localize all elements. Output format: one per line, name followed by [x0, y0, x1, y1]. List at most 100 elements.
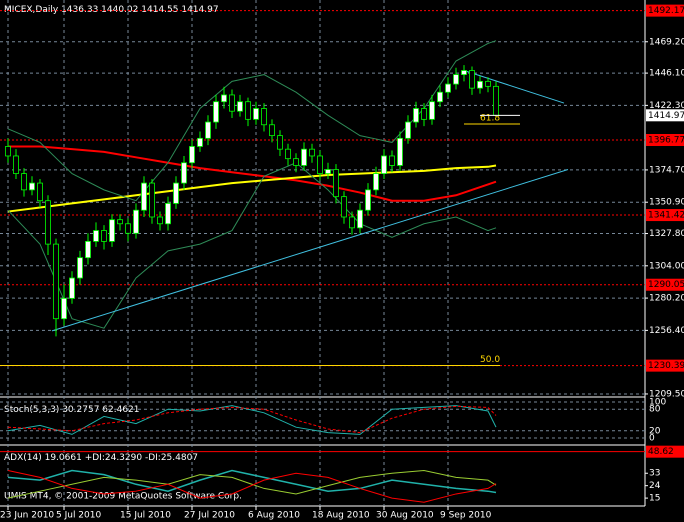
candle-body [365, 189, 371, 211]
y-tick-label: 1422.30 [649, 101, 684, 111]
y-tick-label: 1280.20 [649, 294, 684, 304]
x-tick-label: 30 Aug 2010 [376, 511, 434, 521]
candle-body [37, 182, 43, 202]
level-label-bg [646, 133, 684, 146]
candle-body [477, 80, 483, 89]
level-label: 1230.39 [648, 361, 684, 371]
candle-body [445, 83, 451, 93]
trend-line [463, 70, 565, 104]
level-label-bg [646, 209, 684, 222]
minus-di: -DI:25.4807 [145, 453, 198, 463]
y-tick-label: 1327.80 [649, 229, 684, 239]
high: 1440.02 [101, 5, 138, 15]
x-tick-label: 23 Jun 2010 [0, 511, 54, 521]
candle-body [269, 124, 275, 137]
candle-body [381, 155, 387, 174]
candle-body [405, 121, 411, 139]
candle-body [349, 216, 355, 229]
fibo-label: 61.8 [480, 113, 500, 123]
adx-line [7, 469, 497, 503]
candle-body [317, 155, 323, 174]
stoch-tick-label: 80 [649, 405, 661, 415]
candle-body [29, 182, 35, 191]
fibo-label: 50.0 [480, 355, 500, 365]
candle-body [229, 94, 235, 112]
candle-body [149, 182, 155, 218]
candle-body [69, 277, 75, 299]
adx-tick-label: 15 [649, 494, 660, 504]
x-tick-label: 15 Jul 2010 [120, 511, 171, 521]
candle-body [109, 219, 115, 242]
candle-body [133, 209, 139, 234]
adx-tick-label: 24 [649, 481, 661, 491]
level-label: 1341.42 [648, 211, 684, 221]
stoch-main [7, 405, 497, 435]
stoch-tick-label: 100 [649, 398, 666, 408]
x-tick-label: 18 Aug 2010 [312, 511, 370, 521]
chart-header: MICEX,Daily 1436.33 1440.02 1414.55 1414… [4, 5, 219, 15]
candle-body [357, 209, 363, 229]
low: 1414.55 [141, 5, 178, 15]
candle-body [373, 173, 379, 191]
candle-body [53, 243, 59, 320]
indicator-line [7, 40, 497, 202]
candle-body [221, 94, 227, 103]
candle-body [237, 101, 243, 112]
candle-body [117, 219, 123, 225]
candle-body [45, 200, 51, 245]
trend-line [51, 169, 569, 332]
candle-body [389, 155, 395, 166]
level-label-bg [646, 359, 684, 372]
open: 1436.33 [61, 5, 98, 15]
candle-body [197, 137, 203, 147]
candle-body [157, 216, 163, 225]
y-tick-label: 1256.40 [649, 326, 684, 336]
candle-body [301, 148, 307, 166]
adx-header: ADX(14) 19.0661 +DI:24.3290 -DI:25.4807 [4, 453, 198, 463]
adx-level-bg [646, 445, 684, 458]
copyright: UMIS MT4, © 2001-2009 MetaQuotes Softwar… [4, 492, 242, 502]
candle-body [413, 108, 419, 123]
candle-body [309, 148, 315, 157]
candle-body [85, 240, 91, 259]
candle-body [285, 148, 291, 160]
candle-body [293, 158, 299, 166]
adx-line [7, 469, 497, 494]
indicator-line [7, 162, 497, 329]
candle-body [101, 230, 107, 242]
candle-body [125, 223, 131, 234]
candle-body [245, 101, 251, 120]
candle-body [173, 182, 179, 204]
last-price-bg [646, 109, 684, 122]
candle-body [397, 137, 403, 166]
candle-body [453, 74, 459, 85]
level-label-bg [646, 4, 684, 17]
stoch-tick-label: 20 [649, 426, 661, 436]
adx-level-label: 48.62 [648, 447, 674, 457]
candle-body [485, 80, 491, 87]
candle-body [165, 203, 171, 225]
adx-value: 19.0661 [45, 453, 82, 463]
candle-body [213, 101, 219, 123]
candle-body [13, 155, 19, 174]
stoch-tick-label: 0 [649, 434, 655, 444]
close: 1414.97 [181, 5, 218, 15]
adx-tick-label: 33 [649, 469, 660, 479]
level-label: 1492.17 [648, 6, 684, 16]
candle-body [141, 182, 147, 211]
candle-body [21, 173, 27, 191]
candle-body [189, 146, 195, 164]
y-tick-label: 1350.90 [649, 198, 684, 208]
plus-di: +DI:24.3290 [85, 453, 143, 463]
candle-body [61, 297, 67, 320]
candle-body [461, 70, 467, 75]
y-tick-label: 1374.70 [649, 165, 684, 175]
candle-body [325, 169, 331, 174]
chart-title: MICEX,Daily [4, 5, 59, 15]
adx-title: ADX(14) [4, 453, 42, 463]
x-tick-label: 9 Sep 2010 [440, 511, 492, 521]
y-tick-label: 1304.00 [649, 261, 684, 271]
level-label: 1290.05 [648, 280, 684, 290]
